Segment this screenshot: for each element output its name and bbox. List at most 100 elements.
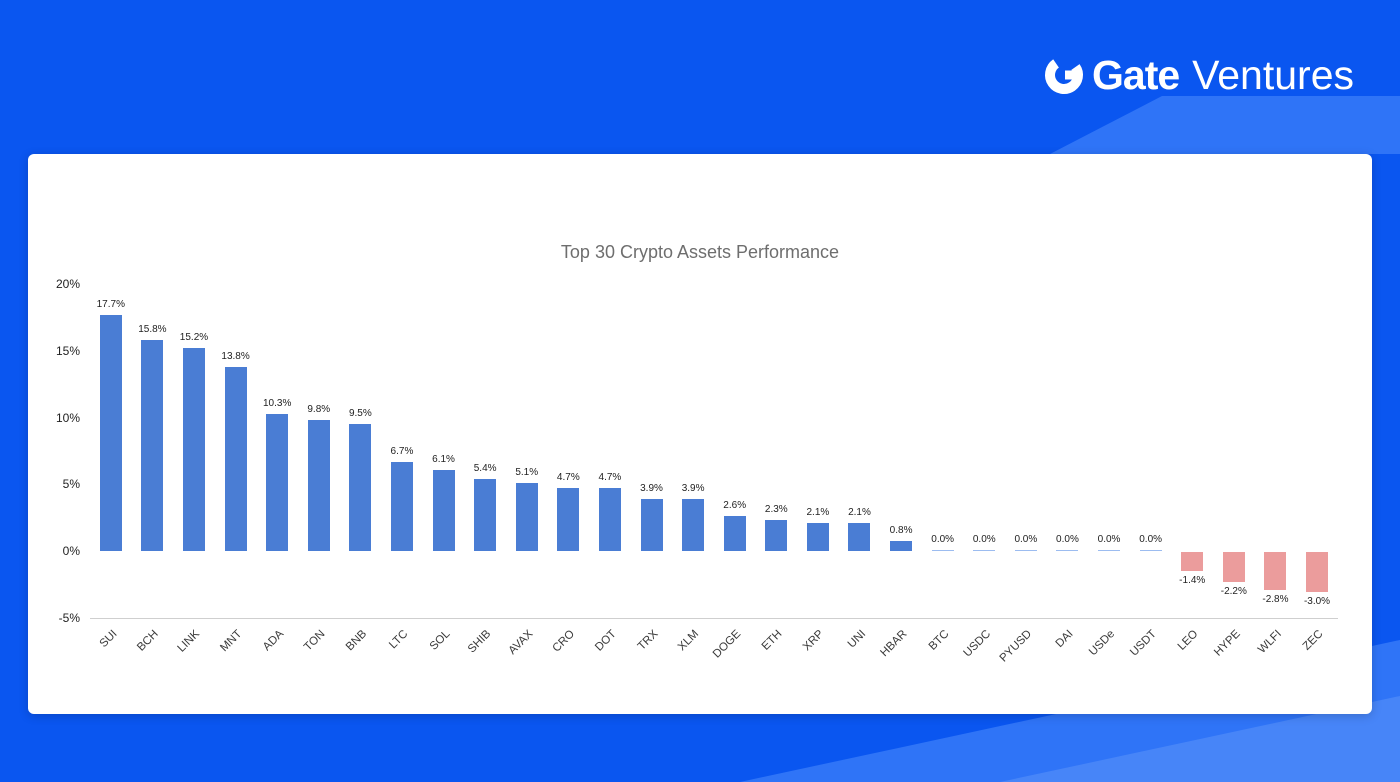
bar-value-label: 3.9% — [640, 483, 663, 495]
x-tick-label: PYUSD — [997, 628, 1035, 665]
bar-value-label: 0.0% — [1097, 533, 1121, 545]
bar-slot: 2.1% XRP — [797, 285, 839, 653]
x-tick-label: HBAR — [878, 628, 910, 660]
bar-slot: 0.0% PYUSD — [998, 285, 1047, 665]
x-tick-label: LEO — [1175, 628, 1201, 653]
bar — [307, 420, 330, 552]
bar-value-label: 3.9% — [681, 483, 705, 495]
bar-value-label: 13.8% — [221, 350, 250, 362]
bar-slot: 0.0% BTC — [922, 285, 964, 653]
bar-slot: 2.6% DOGE — [711, 285, 756, 660]
bar-value-label: 9.5% — [348, 408, 372, 420]
bar-slot: 5.4% SHIB — [464, 285, 506, 655]
logo-text-ventures: Ventures — [1192, 51, 1354, 98]
bar-value-label: 5.4% — [473, 463, 497, 475]
x-tick-label: WLFI — [1255, 628, 1284, 656]
bar-value-label: 2.3% — [764, 504, 788, 516]
bar-slot: 6.1% SOL — [423, 285, 465, 653]
y-tick-label: 0% — [62, 544, 80, 559]
bar-chart-plot: 17.7% SUI 15.8% BCH 15.2% LINK 13.8% MNT 10.3% AD… — [56, 277, 1338, 665]
bar-slot: 0.0% DAI — [1047, 285, 1089, 650]
bar — [1264, 552, 1287, 590]
x-tick-label: SHIB — [466, 628, 494, 656]
gate-logo-icon — [1045, 56, 1083, 94]
logo-text-gate: Gate — [1092, 51, 1180, 98]
bar-slot: 0.0% USDT — [1128, 285, 1172, 659]
y-tick-label: 10% — [55, 410, 80, 425]
bar-slot: -3.0% ZEC — [1296, 285, 1338, 653]
bar-value-label: 0.0% — [931, 533, 955, 545]
bar — [1139, 549, 1162, 552]
bar-slot: 9.5% BNB — [340, 285, 382, 653]
bar-slot: 3.9% TRX — [631, 285, 673, 653]
bar-slot: 4.7% CRO — [548, 285, 590, 654]
x-tick-label: MNT — [217, 628, 245, 655]
x-tick-label: ZEC — [1300, 628, 1326, 653]
bar — [474, 479, 497, 552]
gate-ventures-logo: Gate Ventures — [1043, 54, 1354, 96]
bar-value-label: 6.1% — [432, 453, 455, 465]
bar-value-label: 2.1% — [848, 507, 871, 519]
bar — [1014, 549, 1037, 552]
bar-slot: 13.8% MNT — [215, 285, 257, 654]
x-tick-label: BNB — [343, 628, 369, 654]
bar — [515, 483, 538, 552]
bar — [390, 461, 413, 552]
bar-value-label: 6.7% — [390, 445, 414, 457]
bar — [99, 314, 122, 552]
x-tick-label: AVAX — [506, 628, 536, 657]
bar-value-label: 5.1% — [515, 467, 539, 479]
x-tick-label: USDT — [1128, 628, 1160, 659]
bar-slot: -2.2% HYPE — [1212, 285, 1255, 659]
bar-slot: 0.0% USDC — [961, 285, 1005, 660]
bar — [1056, 549, 1079, 552]
bar — [182, 348, 205, 552]
bar-value-label: -1.4% — [1179, 574, 1206, 586]
bars-area: 17.7% SUI 15.8% BCH 15.2% LINK 13.8% MNT 10.3% AD… — [90, 285, 1338, 665]
bar-value-label: 9.8% — [307, 404, 331, 416]
bar — [931, 549, 954, 552]
x-tick-label: BCH — [135, 628, 161, 654]
bar-value-label: 15.8% — [138, 324, 167, 336]
bar-value-label: 17.7% — [96, 298, 125, 310]
bar — [765, 520, 788, 552]
y-tick-label: 15% — [55, 343, 80, 358]
x-tick-label: TRX — [635, 628, 661, 653]
x-tick-label: UNI — [845, 628, 868, 651]
bar-slot: 15.8% BCH — [132, 285, 174, 654]
bar-value-label: 0.0% — [1139, 533, 1163, 545]
x-tick-label: TON — [301, 628, 328, 654]
bar-slot: 17.7% SUI — [90, 285, 132, 650]
bar-value-label: 2.1% — [806, 507, 830, 519]
background-accent-top — [1050, 96, 1400, 154]
bar-slot: 15.2% LINK — [173, 285, 215, 654]
bar-slot: 6.7% LTC — [381, 285, 423, 652]
y-tick-label: 5% — [62, 477, 80, 492]
bar-value-label: -3.0% — [1303, 596, 1331, 608]
bar-slot: 2.1% UNI — [839, 285, 881, 650]
chart-title: Top 30 Crypto Assets Performance — [560, 242, 840, 262]
bar-value-label: 15.2% — [179, 332, 209, 344]
x-tick-label: ADA — [260, 628, 286, 654]
bar — [890, 540, 913, 552]
bar — [1222, 552, 1245, 582]
bar-value-label: 0.0% — [972, 533, 996, 545]
bar — [349, 424, 372, 552]
x-tick-label: CRO — [550, 628, 577, 655]
x-tick-label: DOT — [592, 628, 619, 654]
x-tick-label: SOL — [427, 628, 453, 653]
x-tick-label: SUI — [97, 628, 120, 651]
bar-slot: -2.8% WLFI — [1255, 285, 1297, 656]
bar-slot: 0.8% HBAR — [878, 285, 922, 660]
bar-slot: 9.8% TON — [298, 285, 340, 653]
bar — [141, 340, 164, 552]
x-tick-label: XRP — [801, 628, 827, 654]
x-tick-label: USDC — [961, 628, 993, 660]
bar-slot: 10.3% ADA — [256, 285, 298, 654]
bar — [598, 488, 621, 552]
chart-card: Top 30 Crypto Assets Performance 17.7% SU… — [28, 154, 1372, 714]
bar-value-label: 4.7% — [598, 472, 622, 484]
bar-value-label: -2.8% — [1262, 593, 1289, 605]
bar — [848, 523, 871, 552]
x-tick-label: LTC — [387, 628, 411, 652]
